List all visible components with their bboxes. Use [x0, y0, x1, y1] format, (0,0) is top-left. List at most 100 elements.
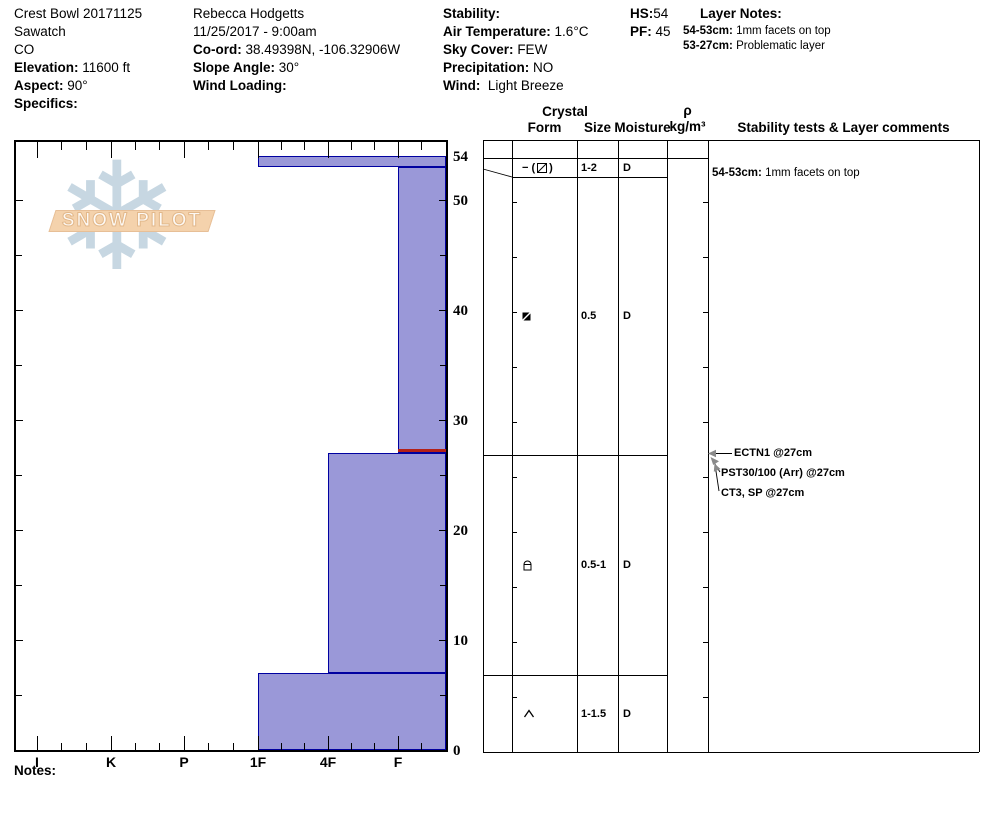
hardness-bar-layer-7-0 [258, 673, 446, 750]
depth-tick-right [440, 255, 446, 257]
coord-label: Co-ord: [193, 42, 242, 57]
hardness-minor-tick-bottom [159, 743, 161, 750]
table-vline [667, 140, 668, 752]
layer-notes-title: Layer Notes: [700, 6, 782, 21]
layer-note-range: 53-27cm: [683, 39, 733, 52]
depth-tick-right [440, 365, 446, 367]
depth-label-54: 54 [453, 149, 468, 165]
pf-label: PF: [630, 24, 652, 39]
hardness-major-tick-bottom [327, 736, 329, 750]
form-header: Form [527, 120, 562, 135]
layer-note-range: 54-53cm: [683, 25, 733, 37]
table-depth-tick [703, 477, 708, 479]
table-bottom-line [483, 752, 979, 753]
depth-tick-left [16, 365, 22, 367]
comment-text: 1mm facets on top [765, 167, 860, 179]
hardness-major-tick-bottom [257, 736, 259, 750]
hardness-major-tick-bottom [183, 736, 185, 750]
hardness-minor-tick-bottom [304, 743, 306, 750]
depth-label-20: 20 [453, 523, 468, 539]
layer-notes-list: 54-53cm: 1mm facets on top 53-27cm: Prob… [683, 24, 831, 53]
table-depth-tick [703, 367, 708, 369]
crystal-form-cell [522, 309, 531, 323]
table-depth-tick [703, 642, 708, 644]
layer-note: 54-53cm: 1mm facets on top [683, 24, 831, 39]
wind-loading-label: Wind Loading: [193, 78, 287, 93]
snowpilot-logo: ❄ SNOW PILOT [26, 138, 226, 322]
hardness-major-tick-top [110, 142, 112, 158]
crystal-moisture-cell: D [623, 707, 631, 720]
coord-row: Co-ord: 38.49398N, -106.32906W [193, 41, 400, 59]
layer-note-text: 1mm facets on top [736, 25, 831, 37]
site-title: Crest Bowl 20171125 [14, 6, 143, 21]
stability-test-ct: CT3, SP @27cm [721, 487, 805, 499]
hardness-minor-tick-top [280, 142, 282, 150]
sky-cover-value: FEW [517, 42, 548, 57]
hardness-major-tick-bottom [110, 736, 112, 750]
ectn-arrowhead-icon [708, 449, 716, 458]
header-col-conditions: Stability: Air Temperature: 1.6°C Sky Co… [443, 5, 588, 95]
table-depth-tick [703, 697, 708, 699]
crystal-moisture-cell: D [623, 310, 631, 322]
table-vline [708, 140, 709, 752]
table-depth-tick [703, 257, 708, 259]
stability-test-ectn: ECTN1 @27cm [734, 447, 812, 459]
table-depth-tick [512, 477, 517, 479]
hardness-minor-tick-top [134, 142, 136, 150]
stability-test-pst: PST30/100 (Arr) @27cm [721, 467, 845, 479]
elevation-row: Elevation: 11600 ft [14, 59, 142, 77]
table-depth-tick [512, 422, 517, 424]
depth-tick-left [16, 310, 23, 312]
crystal-form-cell [522, 707, 536, 721]
depth-label-10: 10 [453, 633, 468, 649]
stability-column-header: Stability tests & Layer comments [737, 120, 950, 135]
layer-row-line [512, 177, 667, 178]
size-header: Size [583, 120, 611, 135]
table-vline [618, 140, 619, 752]
hardness-minor-tick-top [350, 142, 352, 150]
crystal-size-cell: 0.5-1 [581, 559, 607, 571]
hardness-minor-tick-top [232, 142, 234, 150]
logo-banner: SNOW PILOT [48, 210, 216, 232]
precip-value: NO [533, 60, 554, 75]
layer-note-text: Problematic layer [736, 39, 825, 52]
wind-label: Wind: [443, 78, 481, 93]
depth-tick-left [16, 255, 22, 257]
depth-tick-right [439, 310, 446, 312]
hardness-minor-tick-top [61, 142, 63, 150]
site-range: Sawatch [14, 24, 66, 39]
hardness-minor-tick-bottom [350, 743, 352, 750]
wind-row: Wind: Light Breeze [443, 77, 588, 95]
grain-form-square-slash-icon [536, 162, 548, 174]
coord-value: 38.49398N, -106.32906W [245, 42, 401, 57]
hardness-label-F: F [393, 754, 403, 770]
notes-label: Notes: [14, 763, 57, 778]
hardness-major-tick-top [183, 142, 185, 158]
depth-tick-right [439, 530, 446, 532]
grain-form-caret-icon [522, 708, 536, 719]
layer-leader-line [482, 168, 513, 178]
table-depth-tick [512, 312, 517, 314]
hardness-bar-layer-27-7 [328, 453, 446, 673]
layer-row-line [483, 455, 667, 456]
hardness-minor-tick-top [85, 142, 87, 150]
depth-tick-right [440, 695, 446, 697]
crystal-size-cell: 0.5 [581, 310, 597, 322]
table-vline [577, 140, 578, 752]
form-text-prefix: − ( [522, 161, 536, 174]
depth-label-40: 40 [453, 303, 468, 319]
depth-tick-right [439, 200, 446, 202]
comment-range: 54-53cm: [712, 167, 762, 179]
specifics-label: Specifics: [14, 96, 78, 111]
hs-value: 54 [653, 6, 669, 21]
aspect-row: Aspect: 90° [14, 77, 142, 95]
depth-tick-right [439, 420, 446, 422]
site-state: CO [14, 42, 35, 57]
depth-tick-left [16, 530, 23, 532]
air-temp-label: Air Temperature: [443, 24, 551, 39]
air-temp-row: Air Temperature: 1.6°C [443, 23, 588, 41]
stability-row: Stability: [443, 5, 588, 23]
slope-angle-label: Slope Angle: [193, 60, 276, 75]
elevation-value: 11600 ft [82, 60, 131, 75]
grain-form-filled-square-slash-icon [522, 311, 531, 321]
